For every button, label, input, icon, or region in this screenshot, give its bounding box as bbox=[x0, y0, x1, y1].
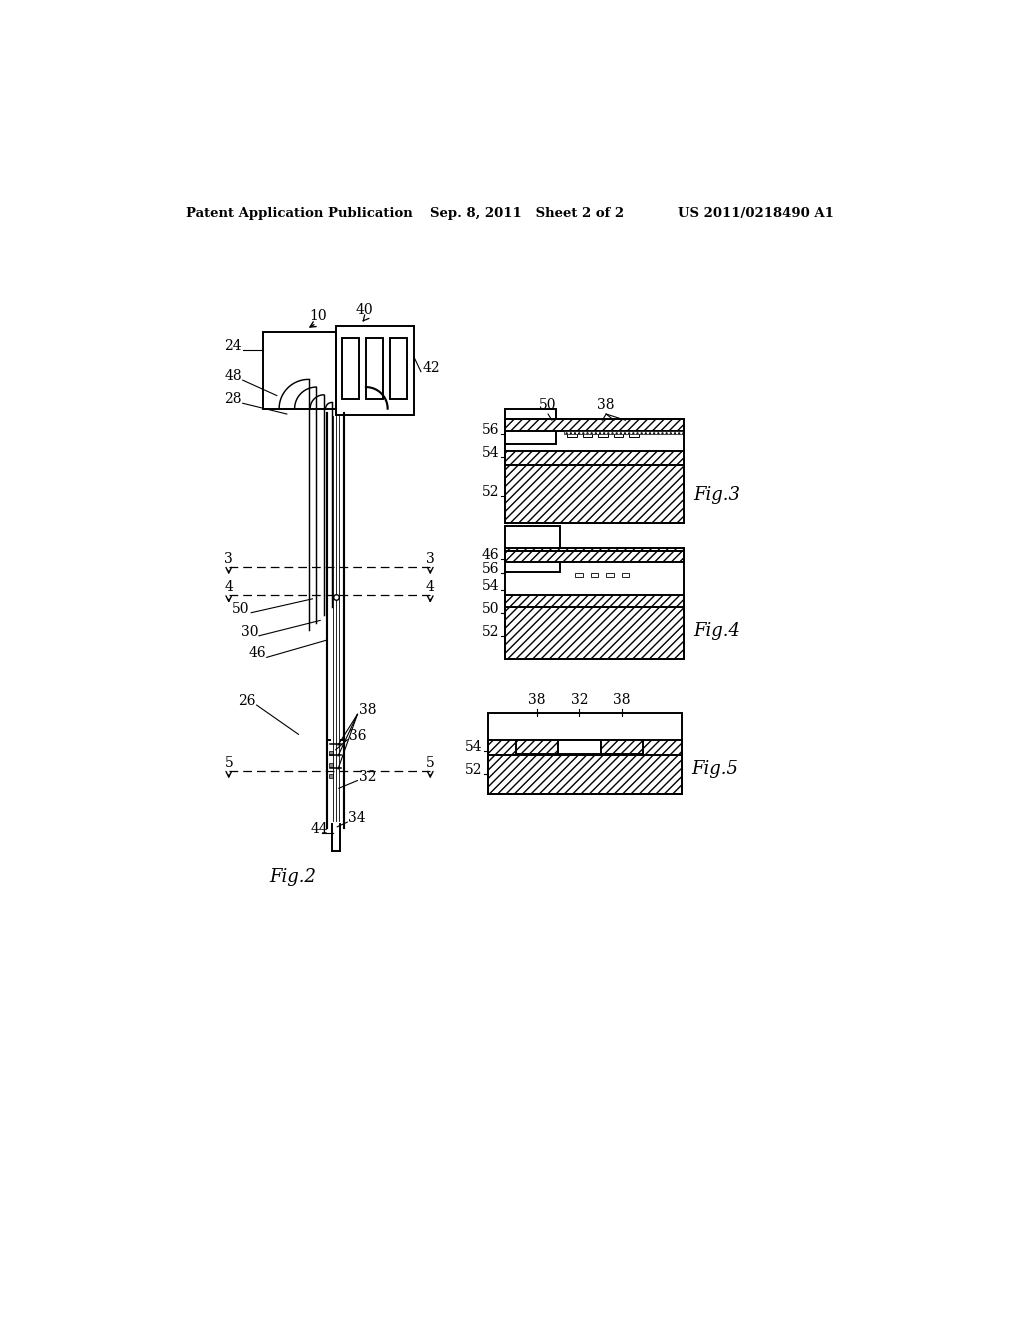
Bar bbox=[506, 418, 684, 523]
Bar bbox=[506, 451, 684, 465]
Text: 52: 52 bbox=[481, 484, 500, 499]
Bar bbox=[630, 432, 639, 437]
Text: 48: 48 bbox=[224, 370, 242, 383]
Bar bbox=[614, 432, 624, 437]
Text: 4: 4 bbox=[224, 581, 233, 594]
Text: 28: 28 bbox=[224, 392, 242, 407]
Bar bbox=[506, 465, 684, 523]
Text: 56: 56 bbox=[481, 562, 500, 576]
Bar bbox=[506, 525, 560, 572]
Bar bbox=[563, 432, 684, 434]
Text: 36: 36 bbox=[349, 729, 367, 743]
Text: 54: 54 bbox=[481, 446, 500, 461]
Text: 38: 38 bbox=[359, 704, 377, 717]
Bar bbox=[622, 573, 630, 577]
Bar bbox=[329, 751, 334, 755]
Text: 38: 38 bbox=[613, 693, 631, 706]
Bar bbox=[601, 739, 643, 754]
Text: 54: 54 bbox=[481, 578, 500, 593]
Text: 5: 5 bbox=[426, 756, 434, 770]
Text: Sep. 8, 2011   Sheet 2 of 2: Sep. 8, 2011 Sheet 2 of 2 bbox=[430, 207, 625, 220]
Text: 3: 3 bbox=[224, 552, 233, 566]
Text: 46: 46 bbox=[249, 647, 266, 660]
Text: Fig.3: Fig.3 bbox=[693, 486, 740, 503]
Text: 4: 4 bbox=[426, 581, 434, 594]
Text: 50: 50 bbox=[232, 602, 250, 615]
Text: 52: 52 bbox=[465, 763, 482, 777]
Bar bbox=[506, 607, 684, 659]
Text: 40: 40 bbox=[355, 304, 373, 317]
Text: 56: 56 bbox=[481, 424, 500, 437]
Bar bbox=[506, 548, 684, 561]
Bar bbox=[583, 432, 592, 437]
Bar bbox=[329, 763, 334, 767]
Bar bbox=[591, 573, 598, 577]
Bar bbox=[506, 552, 684, 659]
Text: Fig.2: Fig.2 bbox=[269, 869, 316, 886]
Text: 10: 10 bbox=[309, 309, 327, 323]
Bar bbox=[558, 739, 601, 754]
Bar bbox=[488, 755, 682, 793]
Text: 34: 34 bbox=[348, 810, 366, 825]
Bar bbox=[390, 338, 407, 400]
Text: 26: 26 bbox=[239, 694, 256, 708]
Bar bbox=[342, 338, 359, 400]
Bar bbox=[506, 418, 684, 430]
Text: 52: 52 bbox=[481, 624, 500, 639]
Text: 5: 5 bbox=[224, 756, 233, 770]
Text: Patent Application Publication: Patent Application Publication bbox=[186, 207, 413, 220]
Bar bbox=[506, 552, 684, 562]
Text: 42: 42 bbox=[423, 360, 440, 375]
Bar bbox=[606, 573, 614, 577]
Text: 30: 30 bbox=[241, 624, 258, 639]
Text: 44: 44 bbox=[311, 822, 329, 836]
Text: 50: 50 bbox=[481, 602, 500, 615]
Bar bbox=[506, 409, 556, 444]
Text: US 2011/0218490 A1: US 2011/0218490 A1 bbox=[678, 207, 835, 220]
Text: 32: 32 bbox=[570, 693, 588, 706]
Text: 24: 24 bbox=[224, 339, 242, 354]
Bar bbox=[337, 326, 414, 414]
Text: Fig.4: Fig.4 bbox=[693, 622, 740, 640]
Bar bbox=[515, 739, 558, 754]
Text: 32: 32 bbox=[359, 770, 377, 784]
Bar bbox=[488, 739, 682, 755]
Text: 3: 3 bbox=[426, 552, 434, 566]
Bar bbox=[263, 331, 337, 409]
Bar bbox=[575, 573, 583, 577]
Text: 46: 46 bbox=[481, 548, 500, 562]
Text: 38: 38 bbox=[528, 693, 546, 706]
Bar bbox=[567, 432, 577, 437]
Bar bbox=[598, 432, 607, 437]
Text: 50: 50 bbox=[540, 399, 557, 412]
Bar bbox=[506, 595, 684, 607]
Text: Fig.5: Fig.5 bbox=[691, 760, 738, 779]
Bar bbox=[488, 713, 682, 793]
Bar bbox=[366, 338, 383, 400]
Text: 38: 38 bbox=[597, 399, 615, 412]
Text: 54: 54 bbox=[465, 741, 482, 754]
Bar bbox=[329, 775, 334, 779]
